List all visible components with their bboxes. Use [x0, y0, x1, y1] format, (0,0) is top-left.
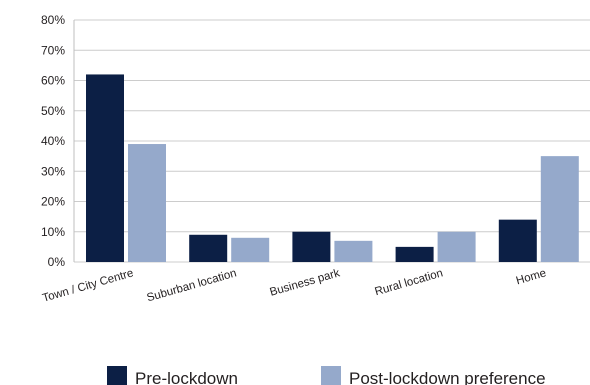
bar-pre-lockdown-1 [189, 234, 228, 262]
bar-pre-lockdown-3 [395, 246, 434, 262]
bar-post-lockdown-0 [128, 144, 166, 262]
bar-post-lockdown-3 [437, 231, 476, 262]
y-tick-label: 50% [41, 104, 65, 118]
y-tick-label: 10% [41, 225, 65, 239]
y-tick-label: 70% [41, 43, 65, 57]
y-tick-label: 0% [48, 255, 66, 269]
category-label: Home [515, 267, 548, 287]
bar-post-lockdown-2 [334, 240, 373, 262]
category-label: Business park [268, 267, 341, 299]
bar-pre-lockdown-4 [498, 219, 537, 262]
legend-swatch [107, 366, 127, 385]
category-label: Rural location [374, 267, 445, 298]
category-label: Suburban location [146, 267, 238, 304]
category-label: Town / City Centre [41, 267, 135, 304]
legend-swatch [321, 366, 341, 385]
y-tick-label: 80% [41, 13, 65, 27]
y-tick-label: 20% [41, 195, 65, 209]
y-tick-label: 60% [41, 74, 65, 88]
bar-pre-lockdown-0 [86, 74, 124, 262]
bar-post-lockdown-4 [540, 156, 579, 262]
legend-label: Post-lockdown preference [349, 369, 546, 385]
bar-pre-lockdown-2 [292, 231, 331, 262]
y-tick-label: 30% [41, 164, 65, 178]
legend-label: Pre-lockdown [135, 369, 238, 385]
y-tick-label: 40% [41, 134, 65, 148]
legend: Pre-lockdown Post-lockdown preference [107, 366, 546, 385]
bars [86, 74, 579, 262]
bar-post-lockdown-1 [231, 237, 270, 262]
